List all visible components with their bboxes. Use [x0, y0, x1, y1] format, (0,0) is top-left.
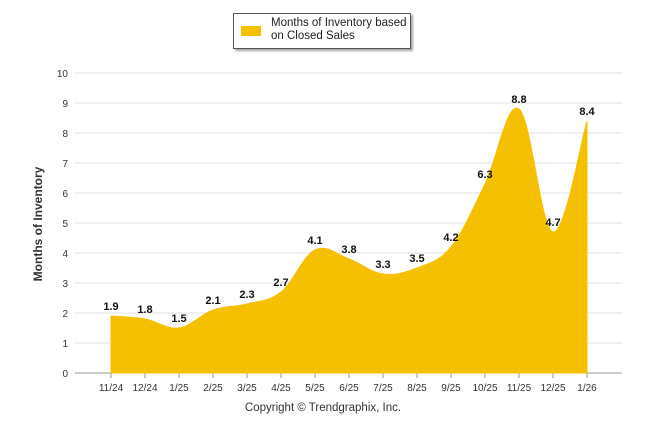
data-label: 1.5 [171, 313, 186, 325]
legend[interactable]: Months of Inventory based on Closed Sale… [233, 13, 411, 49]
y-tick-label: 7 [62, 159, 68, 170]
x-tick-label: 1/25 [169, 383, 189, 394]
x-tick-label: 2/25 [203, 383, 223, 394]
x-tick-label: 6/25 [339, 383, 359, 394]
y-tick-label: 8 [62, 129, 68, 140]
data-label: 8.8 [511, 94, 526, 106]
x-tick-label: 8/25 [407, 383, 427, 394]
x-tick-label: 12/24 [132, 383, 157, 394]
data-label: 2.3 [239, 289, 254, 301]
y-tick-label: 1 [62, 339, 68, 350]
y-axis-title: Months of Inventory [31, 166, 45, 281]
y-tick-label: 4 [62, 249, 68, 260]
data-label: 1.8 [137, 304, 152, 316]
y-tick-label: 6 [62, 189, 68, 200]
x-axis-ticks: 11/24 12/24 1/25 2/25 3/25 4/25 5/25 6/25 7/25 8/… [99, 373, 597, 394]
data-label: 4.7 [545, 217, 560, 229]
data-label: 3.3 [375, 259, 390, 271]
y-tick-label: 10 [57, 69, 69, 80]
x-tick-label: 12/25 [540, 383, 565, 394]
data-label: 4.1 [307, 235, 322, 247]
series-area [110, 107, 588, 374]
data-label: 3.8 [341, 244, 356, 256]
data-label: 2.7 [273, 277, 288, 289]
x-tick-label: 9/25 [441, 383, 461, 394]
y-tick-label: 2 [62, 309, 68, 320]
data-label: 8.4 [579, 106, 595, 118]
x-tick-label: 7/25 [373, 383, 393, 394]
y-tick-label: 0 [62, 369, 68, 380]
data-label: 1.9 [103, 301, 118, 313]
x-tick-label: 3/25 [237, 383, 257, 394]
data-label: 6.3 [477, 169, 492, 181]
y-tick-label: 5 [62, 219, 68, 230]
x-tick-label: 11/25 [507, 383, 532, 394]
data-labels: 1.9 1.8 1.5 2.1 2.3 2.7 4.1 3.8 3.3 3.5 4.2 6.3 8.8 4… [103, 94, 595, 325]
x-tick-label: 1/26 [577, 383, 597, 394]
legend-label: Months of Inventory based on Closed Sale… [271, 17, 407, 42]
x-tick-label: 5/25 [305, 383, 325, 394]
x-tick-label: 10/25 [472, 383, 497, 394]
y-axis-ticks: 0 1 2 3 4 5 6 7 8 9 10 [57, 69, 69, 380]
y-tick-label: 3 [62, 279, 68, 290]
copyright-text: Copyright © Trendgraphix, Inc. [244, 402, 402, 414]
area-fill [110, 107, 588, 374]
x-tick-label: 4/25 [271, 383, 291, 394]
data-label: 4.2 [443, 232, 458, 244]
y-tick-label: 9 [62, 99, 68, 110]
data-label: 2.1 [205, 295, 220, 307]
legend-swatch [241, 26, 261, 36]
x-tick-label: 11/24 [99, 383, 124, 394]
data-label: 3.5 [409, 253, 424, 265]
